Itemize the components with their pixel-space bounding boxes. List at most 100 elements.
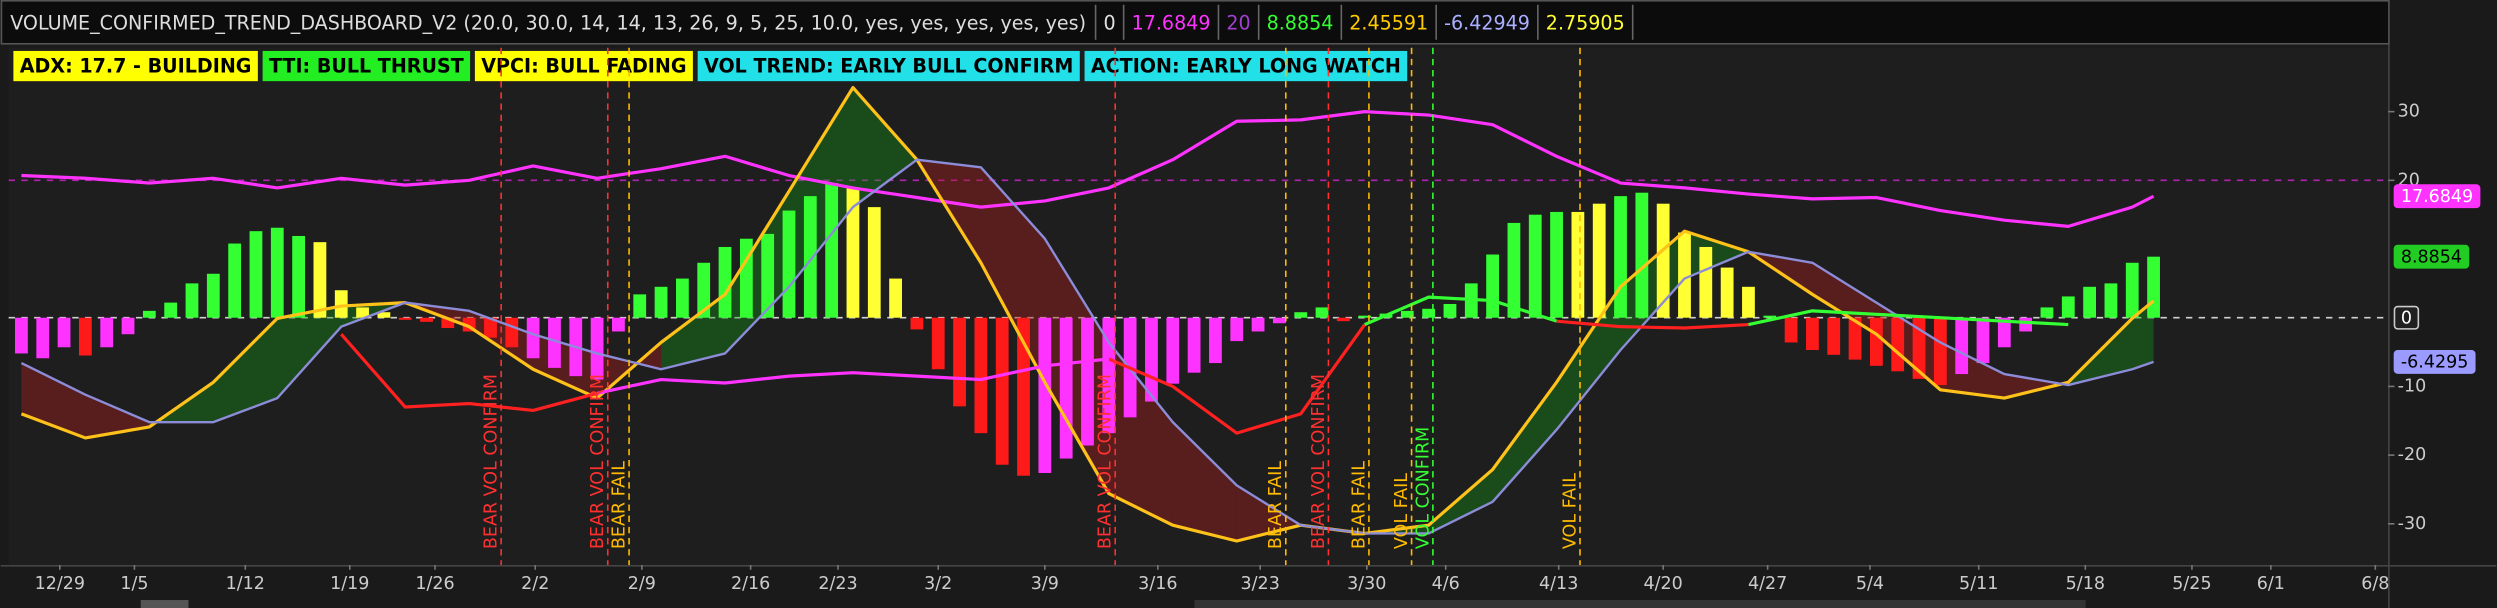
readout-value: 8.8854 — [1267, 11, 1334, 34]
x-tick-label: 2/16 — [731, 574, 770, 594]
indicator-line — [596, 357, 1109, 395]
x-tick-label: 5/18 — [2066, 574, 2105, 594]
plot-area — [8, 47, 2389, 566]
histogram-bar — [1059, 317, 1073, 459]
trend-fill — [1172, 422, 1237, 541]
histogram-bar — [1294, 312, 1308, 318]
histogram-bar — [1166, 317, 1180, 384]
axis-bubble — [2393, 305, 2420, 330]
trend-fill — [852, 87, 917, 208]
histogram-bar — [889, 278, 902, 318]
x-tick-label: 5/4 — [1856, 574, 1884, 594]
histogram-bar — [334, 290, 348, 318]
histogram-bar — [1336, 317, 1350, 322]
histogram-bar — [1081, 317, 1094, 446]
histogram-bar — [1742, 286, 1755, 318]
x-tick-label: 3/9 — [1031, 574, 1059, 594]
histogram-bar — [398, 317, 412, 320]
x-tick-label: 2/9 — [628, 574, 656, 594]
status-badge — [697, 50, 1080, 82]
axis-bubble-label: 0 — [2401, 309, 2412, 329]
trend-fill — [1492, 382, 1557, 502]
histogram-bar — [249, 231, 263, 318]
axis-bubble-label: 17.6849 — [2401, 187, 2473, 207]
trend-fill — [85, 394, 150, 438]
histogram-bar — [313, 242, 327, 318]
histogram-bar — [228, 243, 242, 318]
histogram-bar — [761, 233, 775, 318]
histogram-bar — [1869, 317, 1883, 366]
y-tick-label: -20 — [2398, 445, 2427, 465]
trend-fill — [1812, 262, 1877, 335]
x-tick-label: 4/6 — [1432, 574, 1460, 594]
histogram-bar — [1678, 232, 1691, 318]
histogram-bar — [1976, 317, 1990, 364]
x-tick-label: 4/13 — [1539, 574, 1578, 594]
histogram-bar — [1955, 317, 1969, 375]
signal-label: BEAR VOL CONFIRM — [482, 374, 502, 549]
histogram-bar — [1145, 317, 1158, 402]
x-tick-label: 6/8 — [2361, 574, 2389, 594]
histogram-bar — [1038, 317, 1052, 473]
scrollbar-track — [1194, 600, 2086, 608]
trend-fill — [277, 306, 342, 399]
histogram-bar — [1315, 307, 1329, 318]
histogram-bar — [121, 317, 135, 335]
histogram-bar — [974, 317, 988, 434]
readout-value: 17.6849 — [1132, 11, 1211, 34]
histogram-bar — [1592, 203, 1606, 318]
histogram-bar — [825, 183, 839, 318]
histogram-bar — [2125, 262, 2139, 318]
histogram-bar — [1422, 308, 1436, 318]
histogram-bar — [739, 238, 753, 318]
histogram-bar — [2061, 296, 2075, 318]
histogram-bar — [356, 307, 369, 318]
histogram-bar — [78, 317, 92, 356]
x-tick-label: 4/20 — [1644, 574, 1683, 594]
histogram-bar — [1550, 211, 1563, 318]
readout-value: 2.75905 — [1546, 11, 1625, 34]
indicator-line — [1364, 295, 2069, 327]
histogram-bar — [526, 317, 540, 359]
histogram-bar — [206, 273, 220, 318]
status-badge-text: VPCI: BULL FADING — [481, 54, 686, 77]
histogram-bar — [867, 207, 881, 318]
histogram-bar — [1209, 317, 1222, 364]
signal-label: BEAR FAIL — [1266, 461, 1286, 549]
histogram-bar — [1699, 246, 1713, 318]
histogram-bar — [803, 196, 817, 318]
histogram-bar — [15, 317, 28, 354]
histogram-bar — [505, 317, 519, 348]
histogram-bar — [57, 317, 71, 348]
histogram-bar — [1763, 315, 1777, 318]
indicator-line — [20, 86, 2155, 543]
trend-fill — [1556, 286, 1621, 430]
indicator-line — [20, 158, 2154, 535]
x-tick-label: 5/11 — [1959, 574, 1998, 594]
trend-fill — [2004, 374, 2069, 399]
histogram-bar — [1614, 196, 1627, 318]
status-badge — [262, 50, 471, 82]
signal-label: VOL FAIL — [1392, 473, 1412, 549]
histogram-bar — [590, 317, 604, 380]
x-tick-label: 4/27 — [1748, 574, 1787, 594]
histogram-bar — [1507, 222, 1521, 318]
readout-value: 20 — [1226, 11, 1250, 34]
histogram-bar — [633, 294, 647, 318]
header-title: VOLUME_CONFIRMED_TREND_DASHBOARD_V2 (20.… — [10, 11, 1086, 34]
histogram-bar — [100, 317, 114, 348]
x-tick-label: 2/23 — [818, 574, 857, 594]
histogram-bar — [675, 278, 689, 318]
histogram-bar — [1784, 317, 1798, 343]
readout-value: 0 — [1104, 11, 1116, 34]
status-badge-text: ACTION: EARLY LONG WATCH — [1091, 54, 1401, 77]
histogram-bar — [420, 317, 433, 322]
histogram-bar — [292, 235, 305, 318]
histogram-bar — [142, 310, 156, 318]
status-badge-text: ADX: 17.7 - BUILDING — [20, 54, 252, 77]
y-tick-label: -30 — [2398, 514, 2427, 534]
trend-fill — [2132, 300, 2154, 370]
histogram-bar — [2019, 317, 2033, 332]
